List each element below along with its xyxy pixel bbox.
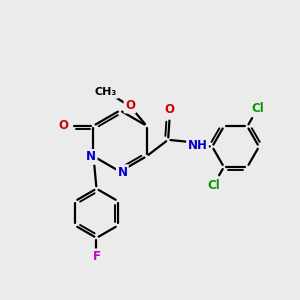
Text: O: O <box>58 119 68 132</box>
Text: N: N <box>86 150 96 164</box>
Text: F: F <box>92 250 101 263</box>
Text: O: O <box>165 103 175 116</box>
Text: O: O <box>125 99 135 112</box>
Text: NH: NH <box>188 139 207 152</box>
Text: Cl: Cl <box>251 102 264 115</box>
Text: N: N <box>117 166 128 179</box>
Text: CH₃: CH₃ <box>95 87 117 98</box>
Text: Cl: Cl <box>207 179 220 192</box>
